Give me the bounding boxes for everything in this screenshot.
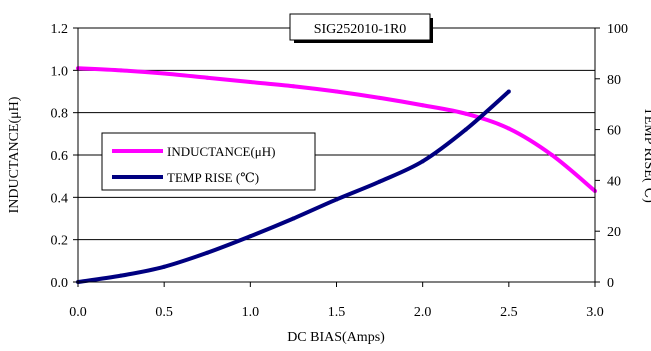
x-tick-label: 2.0 xyxy=(414,305,432,320)
y-left-tick-label: 0.0 xyxy=(51,276,69,291)
axis-ticks: 0.0 0.2 0.4 0.6 0.8 1.0 1.2 0 20 40 60 80 100 0.0 0.5 1… xyxy=(51,22,629,320)
data-point-temp-rise xyxy=(162,264,167,269)
x-tick-label: 2.5 xyxy=(500,305,518,320)
data-point-temp-rise xyxy=(291,216,296,221)
legend-label-inductance: INDUCTANCE(μH) xyxy=(167,144,275,159)
data-point-inductance xyxy=(334,89,339,94)
chart-title: SIG252010-1R0 xyxy=(314,22,407,37)
data-point-temp-rise xyxy=(420,159,425,164)
y-right-tick-label: 20 xyxy=(607,225,621,240)
data-point-temp-rise xyxy=(248,234,253,239)
data-point-temp-rise xyxy=(119,273,124,278)
legend: INDUCTANCE(μH) TEMP RISE (℃) xyxy=(101,132,316,191)
chart-title-box: SIG252010-1R0 xyxy=(289,13,433,43)
x-tick-label: 1.0 xyxy=(242,305,260,320)
y-right-tick-label: 80 xyxy=(607,73,621,88)
y-axis-right-title: TEMP RISE(℃) xyxy=(641,107,651,203)
title-shadow-right xyxy=(430,18,433,43)
data-point-temp-rise xyxy=(506,89,511,94)
data-point-inductance xyxy=(205,75,210,80)
x-axis-title: DC BIAS(Amps) xyxy=(287,330,385,345)
y-left-tick-label: 1.0 xyxy=(51,64,69,79)
data-point-inductance xyxy=(506,126,511,131)
y-right-tick-label: 60 xyxy=(607,124,621,139)
data-point-temp-rise xyxy=(463,127,468,132)
data-point-inductance xyxy=(420,103,425,108)
y-right-tick-label: 40 xyxy=(607,174,621,189)
y-left-tick-label: 0.2 xyxy=(51,234,69,249)
y-left-tick-label: 1.2 xyxy=(51,22,69,37)
y-right-tick-label: 100 xyxy=(607,22,628,37)
data-point-inductance xyxy=(162,71,167,76)
y-left-tick-label: 0.8 xyxy=(51,107,69,122)
data-point-inductance xyxy=(463,111,468,116)
data-point-inductance xyxy=(377,95,382,100)
data-point-temp-rise xyxy=(205,250,210,255)
x-tick-label: 0.5 xyxy=(155,305,173,320)
x-tick-label: 3.0 xyxy=(586,305,604,320)
y-left-tick-label: 0.4 xyxy=(51,191,69,206)
legend-label-temp-rise: TEMP RISE (℃) xyxy=(167,170,259,185)
data-point-inductance xyxy=(291,84,296,89)
data-point-inductance xyxy=(119,68,124,73)
y-axis-left-title: INDUCTANCE(μH) xyxy=(7,96,22,213)
data-point-inductance xyxy=(549,153,554,157)
x-tick-label: 1.5 xyxy=(328,305,346,320)
data-point-temp-rise xyxy=(334,197,339,202)
data-point-inductance xyxy=(248,79,253,84)
y-right-tick-label: 0 xyxy=(607,276,614,291)
data-point-temp-rise xyxy=(377,179,382,184)
legend-box xyxy=(101,132,316,191)
x-tick-label: 0.0 xyxy=(69,305,87,320)
title-shadow-bottom xyxy=(294,40,433,43)
y-left-tick-label: 0.6 xyxy=(51,149,69,164)
series-layer xyxy=(76,66,597,284)
